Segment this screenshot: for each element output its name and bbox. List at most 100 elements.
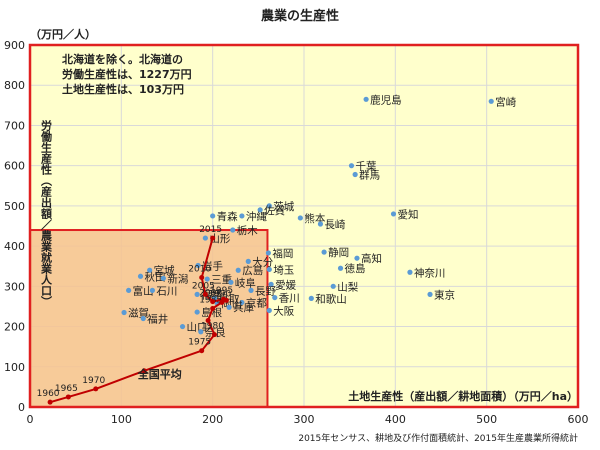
prefecture-label: 岩手 bbox=[202, 259, 223, 272]
prefecture-label: 鹿児島 bbox=[370, 93, 402, 106]
prefecture-point bbox=[266, 203, 272, 209]
x-tick-label: 300 bbox=[294, 413, 315, 426]
annotation-line: 労働生産性は、1227万円 bbox=[62, 67, 192, 81]
prefecture-label: 徳島 bbox=[345, 262, 366, 275]
prefecture-label: 兵庫 bbox=[233, 301, 254, 314]
x-tick-label: 400 bbox=[385, 413, 406, 426]
y-tick-label: 0 bbox=[18, 401, 25, 414]
prefecture-point bbox=[230, 227, 236, 233]
orange-highlight-box bbox=[29, 229, 269, 408]
national-average-point bbox=[221, 296, 227, 302]
national-average-point bbox=[210, 305, 216, 311]
prefecture-point bbox=[266, 266, 272, 273]
prefecture-point bbox=[297, 215, 303, 221]
source-note: 2015年センサス、耕地及び作付面積統計、2015年生産農業所得統計 bbox=[298, 432, 578, 444]
prefecture-point bbox=[204, 276, 210, 282]
national-average-point bbox=[210, 235, 216, 241]
prefecture-point bbox=[140, 315, 146, 322]
prefecture-point bbox=[126, 287, 132, 293]
prefecture-label: 宮崎 bbox=[495, 95, 516, 108]
year-label: 2010 bbox=[188, 264, 211, 274]
prefecture-label: 愛媛 bbox=[275, 278, 296, 291]
prefecture-label: 秋田 bbox=[145, 270, 166, 283]
axis-ticks: 0 100 200 300 400 500 600 700 800 900 0 100 200 300 40… bbox=[4, 39, 589, 426]
prefecture-label: 神奈川 bbox=[414, 266, 446, 279]
prefecture-point bbox=[352, 171, 358, 178]
prefecture-point bbox=[390, 211, 397, 217]
year-label: 1995 bbox=[210, 286, 233, 296]
prefecture-point bbox=[427, 291, 433, 297]
prefecture-point bbox=[337, 265, 344, 271]
prefecture-point bbox=[268, 281, 274, 287]
prefecture-label: 静岡 bbox=[328, 246, 349, 259]
year-label: 2005 bbox=[192, 281, 215, 291]
prefecture-label: 沖縄 bbox=[246, 210, 267, 223]
prefecture-point bbox=[330, 283, 336, 289]
prefecture-label: 和歌山 bbox=[315, 292, 347, 305]
prefecture-label: 京都 bbox=[246, 296, 267, 309]
prefecture-point bbox=[488, 98, 494, 104]
year-label: 1965 bbox=[55, 384, 78, 394]
prefecture-label: 岐阜 bbox=[235, 276, 256, 289]
prefecture-label: 埼玉 bbox=[273, 263, 294, 276]
prefecture-label: 佐賀 bbox=[264, 204, 285, 217]
national-average-label: 全国平均 bbox=[137, 367, 182, 381]
prefecture-label: 福井 bbox=[147, 313, 168, 326]
y-tick-label: 800 bbox=[4, 79, 25, 92]
national-average-point bbox=[199, 348, 205, 354]
year-label: 1980 bbox=[201, 322, 224, 332]
prefecture-label: 広島 bbox=[242, 264, 263, 277]
prefecture-point bbox=[210, 213, 216, 219]
national-average-point bbox=[141, 368, 147, 374]
prefecture-point bbox=[235, 267, 241, 273]
prefecture-point bbox=[194, 291, 200, 297]
y-unit-label: （万円／人） bbox=[30, 27, 96, 41]
national-average-point bbox=[93, 386, 99, 392]
year-label: 1975 bbox=[188, 338, 211, 348]
prefecture-label: 香川 bbox=[279, 293, 300, 305]
prefecture-point bbox=[363, 96, 369, 102]
prefecture-point bbox=[266, 307, 272, 314]
prefecture-point bbox=[407, 269, 413, 275]
prefecture-label: 山形 bbox=[209, 233, 230, 245]
prefecture-label: 石川 bbox=[156, 285, 177, 297]
prefecture-point bbox=[239, 299, 245, 306]
national-average-point bbox=[47, 399, 53, 405]
prefecture-label: 富山 bbox=[133, 284, 154, 297]
prefecture-label: 新潟 bbox=[167, 272, 188, 285]
prefecture-point bbox=[248, 287, 254, 293]
prefecture-point bbox=[308, 295, 314, 301]
prefecture-points: 鹿児島 宮崎千葉群馬茨城佐賀青森 沖縄 熊本 愛知長崎栃木山形福岡 静岡高知大分岩手 広島埼… bbox=[121, 93, 517, 339]
prefecture-point bbox=[245, 258, 251, 264]
year-label: 2000 bbox=[199, 289, 222, 299]
year-label: 1960 bbox=[37, 389, 60, 399]
prefecture-point bbox=[321, 249, 327, 255]
annotation-line: 北海道を除く。北海道の bbox=[62, 52, 183, 66]
y-tick-label: 600 bbox=[4, 160, 25, 173]
year-label: 1970 bbox=[82, 376, 105, 386]
prefecture-point bbox=[195, 262, 201, 269]
national-average-point bbox=[199, 274, 205, 280]
y-tick-label: 900 bbox=[4, 39, 25, 52]
annotation-line: 土地生産性は、103万円 bbox=[62, 82, 184, 96]
prefecture-point bbox=[147, 267, 153, 273]
year-label: 2015 bbox=[199, 225, 222, 235]
prefecture-point bbox=[257, 207, 263, 213]
prefecture-point bbox=[226, 304, 232, 310]
prefecture-label: 大分 bbox=[252, 255, 273, 268]
national-average-point bbox=[65, 394, 71, 400]
prefecture-label: 高知 bbox=[361, 252, 382, 265]
prefecture-label: 福岡 bbox=[272, 247, 293, 260]
prefecture-point bbox=[202, 235, 208, 241]
y-tick-label: 300 bbox=[4, 280, 25, 293]
prefecture-point bbox=[272, 294, 278, 301]
x-tick-label: 0 bbox=[27, 413, 34, 426]
y-tick-label: 700 bbox=[4, 119, 25, 132]
prefecture-point bbox=[194, 309, 200, 315]
prefecture-label: 長野 bbox=[255, 285, 276, 297]
national-average-series: 1960196519701975198019851990199520002005… bbox=[37, 225, 233, 405]
year-label: 1990 bbox=[208, 289, 231, 299]
prefecture-point bbox=[137, 273, 144, 279]
y-tick-label: 500 bbox=[4, 200, 25, 213]
